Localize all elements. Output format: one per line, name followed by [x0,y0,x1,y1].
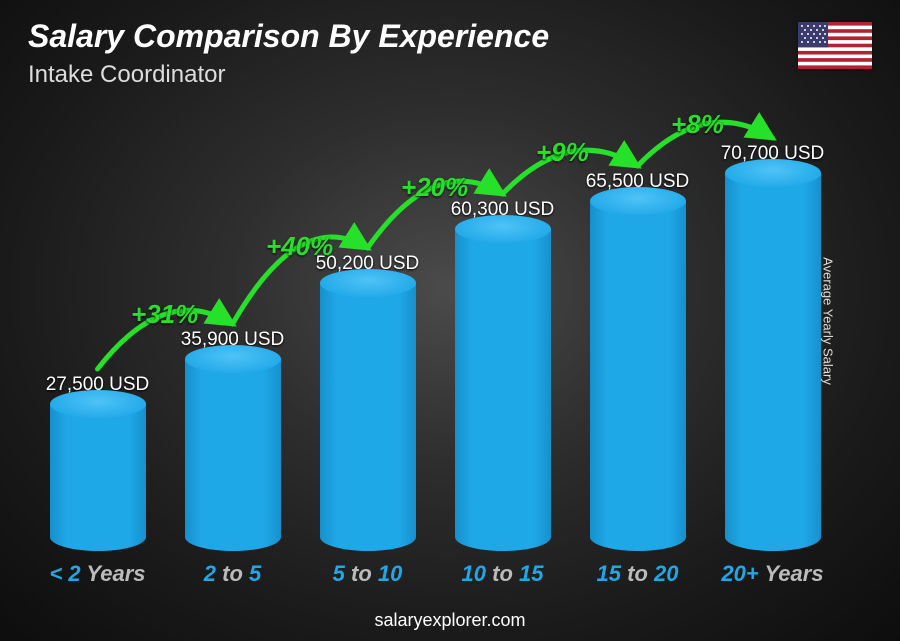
infographic-stage: Salary Comparison By Experience Intake C… [0,0,900,641]
delta-percent-label: +8% [671,109,724,140]
bar-chart: 27,500 USD35,900 USD50,200 USD60,300 USD… [30,120,840,591]
delta-percent-label: +31% [131,299,198,330]
page-subtitle: Intake Coordinator [28,61,549,89]
header: Salary Comparison By Experience Intake C… [28,18,549,89]
delta-percent-label: +40% [266,231,333,262]
delta-percent-label: +20% [401,172,468,203]
us-flag-icon [798,22,872,69]
footer-source: salaryexplorer.com [0,610,900,631]
page-title: Salary Comparison By Experience [28,18,549,55]
delta-labels: +31%+40%+20%+9%+8% [30,120,840,591]
delta-percent-label: +9% [536,137,589,168]
